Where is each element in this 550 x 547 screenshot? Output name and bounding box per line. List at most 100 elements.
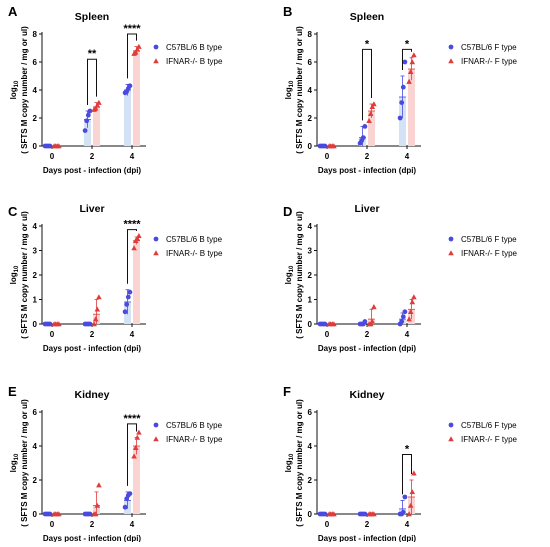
y-tick-label: 1 bbox=[308, 296, 313, 305]
x-tick-label: 0 bbox=[325, 152, 330, 161]
data-point bbox=[371, 101, 377, 107]
x-tick-label: 2 bbox=[365, 152, 370, 161]
data-point bbox=[399, 319, 405, 324]
y-axis-label: log10( SFTS M copy number / mg or ul) bbox=[284, 399, 304, 527]
significance-bracket bbox=[402, 48, 412, 70]
data-point bbox=[362, 511, 368, 517]
significance-bracket bbox=[87, 58, 97, 105]
y-axis-label-subscript: 10 bbox=[289, 80, 295, 87]
data-point bbox=[136, 43, 142, 49]
panel-letter: C bbox=[8, 204, 18, 219]
data-point bbox=[360, 135, 366, 141]
legend-label: C57BL/6 B type bbox=[166, 421, 223, 430]
significance-bracket bbox=[127, 229, 137, 284]
data-point bbox=[94, 306, 101, 312]
y-tick-label: 4 bbox=[308, 86, 313, 95]
y-axis-label-subscript: 10 bbox=[14, 453, 20, 460]
data-point bbox=[369, 104, 376, 110]
bar bbox=[133, 240, 140, 324]
data-point bbox=[362, 124, 368, 129]
legend-label: C57BL/6 F type bbox=[461, 43, 517, 52]
x-tick-label: 2 bbox=[90, 520, 95, 529]
data-point bbox=[411, 52, 417, 58]
data-point bbox=[411, 294, 417, 300]
significance-bracket bbox=[362, 48, 372, 121]
legend-label: IFNAR-/- B type bbox=[166, 249, 223, 258]
legend-label: C57BL/6 F type bbox=[461, 235, 517, 244]
y-tick-label: 6 bbox=[33, 58, 38, 67]
data-point bbox=[85, 112, 91, 118]
x-tick-label: 4 bbox=[405, 152, 410, 161]
data-point bbox=[47, 511, 53, 517]
y-axis-label-units: ( SFTS M copy number / mg or ul) bbox=[20, 26, 29, 154]
y-axis-label: log10( SFTS M copy number / mg or ul) bbox=[284, 211, 304, 339]
panel-letter: A bbox=[8, 4, 18, 19]
data-point bbox=[127, 491, 133, 496]
significance-label: **** bbox=[123, 413, 141, 425]
legend-label: C57BL/6 B type bbox=[166, 235, 223, 244]
data-point bbox=[407, 502, 414, 508]
data-point bbox=[406, 78, 412, 84]
bar bbox=[124, 90, 131, 146]
bar bbox=[408, 69, 415, 146]
y-tick-label: 2 bbox=[308, 271, 313, 280]
data-point bbox=[322, 511, 328, 517]
data-point bbox=[96, 294, 102, 300]
x-tick-label: 0 bbox=[50, 330, 55, 339]
y-axis-label-units: ( SFTS M copy number / mg or ul) bbox=[20, 399, 29, 527]
data-point bbox=[409, 59, 416, 65]
data-point bbox=[322, 321, 328, 327]
legend-marker bbox=[153, 44, 159, 50]
panel-a: A Spleen log10( SFTS M copy number / mg or… bbox=[8, 4, 223, 175]
significance-label: **** bbox=[123, 219, 141, 231]
panel-letter: B bbox=[283, 4, 292, 19]
x-axis-label: Days post - infection (dpi) bbox=[318, 166, 417, 175]
data-point bbox=[87, 511, 93, 517]
data-point bbox=[371, 304, 377, 310]
y-tick-label: 6 bbox=[308, 58, 313, 67]
data-point bbox=[400, 509, 406, 515]
bar bbox=[93, 106, 100, 146]
y-axis-label-subscript: 10 bbox=[14, 80, 20, 87]
y-axis-label-log: log bbox=[284, 460, 293, 472]
y-tick-label: 0 bbox=[33, 510, 38, 519]
data-point bbox=[56, 511, 62, 517]
legend-marker bbox=[448, 58, 454, 64]
data-point bbox=[397, 115, 403, 121]
y-tick-label: 0 bbox=[33, 142, 38, 151]
data-point bbox=[136, 233, 142, 239]
y-tick-label: 1 bbox=[33, 296, 38, 305]
x-tick-label: 2 bbox=[365, 520, 370, 529]
significance-label: **** bbox=[123, 23, 141, 35]
y-tick-label: 2 bbox=[308, 114, 313, 123]
panel-title: Liver bbox=[354, 203, 379, 215]
data-point bbox=[122, 504, 128, 510]
y-tick-label: 4 bbox=[308, 442, 313, 451]
y-axis-label: log10( SFTS M copy number / mg or ul) bbox=[284, 26, 304, 154]
bar bbox=[133, 446, 140, 514]
panel-title: Spleen bbox=[75, 11, 109, 23]
data-point bbox=[399, 100, 405, 105]
legend-marker bbox=[448, 422, 454, 428]
x-axis-label: Days post - infection (dpi) bbox=[318, 344, 417, 353]
data-point bbox=[406, 511, 412, 517]
x-tick-label: 4 bbox=[405, 330, 410, 339]
data-point bbox=[331, 143, 337, 149]
legend-label: IFNAR-/- F type bbox=[461, 249, 518, 258]
data-point bbox=[94, 102, 101, 108]
data-point bbox=[127, 289, 133, 295]
significance-bracket bbox=[402, 454, 412, 495]
data-point bbox=[91, 321, 97, 327]
panel-e: E Kidney log10( SFTS M copy number / mg or… bbox=[8, 384, 223, 543]
data-point bbox=[366, 118, 372, 124]
legend-label: C57BL/6 F type bbox=[461, 421, 517, 430]
data-point bbox=[409, 299, 416, 305]
y-tick-label: 6 bbox=[33, 408, 38, 417]
data-point bbox=[136, 429, 142, 435]
y-axis-label: log10( SFTS M copy number / mg or ul) bbox=[9, 399, 29, 527]
x-axis-label: Days post - infection (dpi) bbox=[43, 534, 142, 542]
y-tick-label: 0 bbox=[308, 320, 313, 329]
legend-label: IFNAR-/- F type bbox=[461, 435, 518, 444]
